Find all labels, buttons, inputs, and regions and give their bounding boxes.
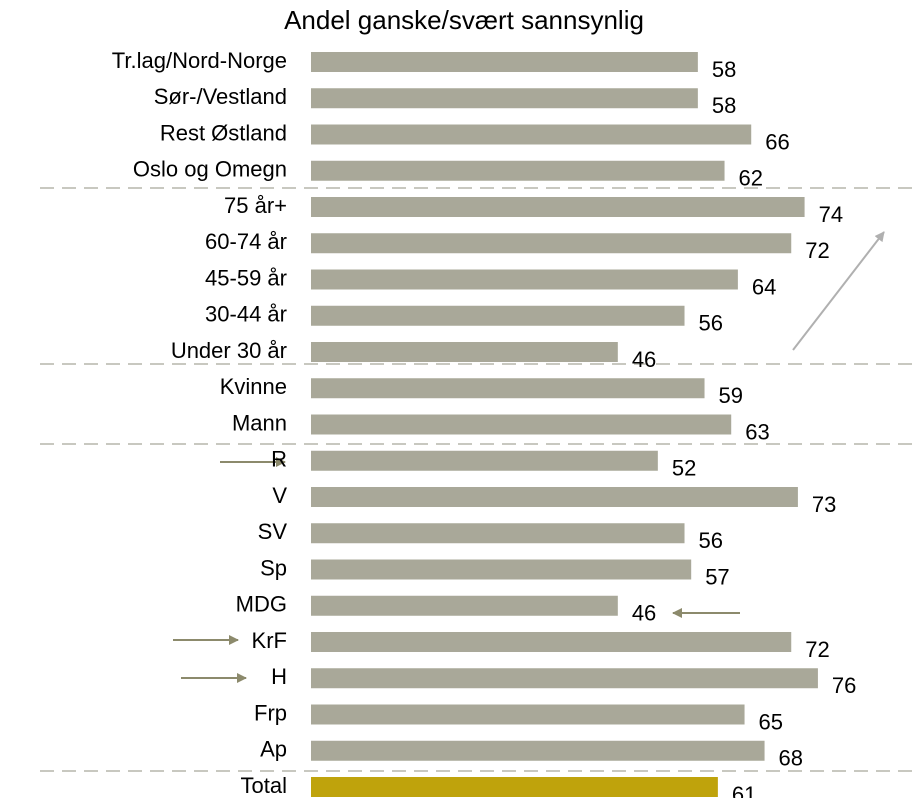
value-label: 62 <box>739 166 763 191</box>
value-label: 68 <box>779 746 803 771</box>
category-label: SV <box>258 519 288 544</box>
bar <box>311 740 765 761</box>
value-label: 58 <box>712 93 736 118</box>
category-label: KrF <box>252 628 287 653</box>
chart-title: Andel ganske/svært sannsynlig <box>284 5 644 35</box>
value-label: 64 <box>752 274 776 299</box>
value-label: 74 <box>819 202 843 227</box>
category-label: Frp <box>254 700 287 725</box>
category-label: Rest Østland <box>160 120 287 145</box>
category-label: Kvinne <box>220 374 287 399</box>
bar <box>311 595 618 616</box>
bar <box>311 124 752 145</box>
value-label: 58 <box>712 57 736 82</box>
bar <box>311 487 798 507</box>
value-label: 72 <box>805 637 829 662</box>
bar <box>311 559 692 580</box>
category-label: 60-74 år <box>205 229 287 254</box>
value-label: 56 <box>699 528 723 553</box>
category-label: Under 30 år <box>171 338 287 363</box>
category-label: 75 år+ <box>224 193 287 218</box>
value-label: 73 <box>812 492 836 517</box>
bar <box>311 378 705 399</box>
bar <box>311 668 818 689</box>
value-label: 57 <box>705 564 729 589</box>
bar <box>311 197 805 217</box>
category-label: Sp <box>260 555 287 580</box>
bar <box>311 414 732 435</box>
value-label: 56 <box>699 311 723 336</box>
category-label: 45-59 år <box>205 265 287 290</box>
bar <box>311 632 792 652</box>
category-label: H <box>271 664 287 689</box>
category-label: Tr.lag/Nord-Norge <box>112 48 287 73</box>
category-label: MDG <box>236 592 287 617</box>
bar <box>311 305 685 326</box>
bar <box>311 160 725 181</box>
value-label: 46 <box>632 601 656 626</box>
value-label: 76 <box>832 673 856 698</box>
bar <box>311 88 698 109</box>
value-label: 65 <box>759 709 783 734</box>
bar <box>311 269 738 290</box>
category-label: Sør-/Vestland <box>154 84 287 109</box>
bar <box>311 52 698 72</box>
category-label: V <box>272 483 287 508</box>
category-label: Ap <box>260 737 287 762</box>
category-label: Mann <box>232 410 287 435</box>
category-label: 30-44 år <box>205 302 287 327</box>
trend-arrow <box>792 231 885 351</box>
bar <box>311 704 745 725</box>
value-label: 66 <box>765 129 789 154</box>
bar <box>311 233 792 254</box>
bar <box>311 450 658 471</box>
bar <box>311 777 718 797</box>
bar <box>311 342 618 362</box>
bar <box>311 523 685 544</box>
value-label: 61 <box>732 782 756 798</box>
value-label: 46 <box>632 347 656 372</box>
value-label: 59 <box>719 383 743 408</box>
value-label: 52 <box>672 456 696 481</box>
value-label: 72 <box>805 238 829 263</box>
category-label: Total <box>241 773 287 798</box>
category-label: R <box>271 447 287 472</box>
category-label: Oslo og Omegn <box>133 157 287 182</box>
value-label: 63 <box>745 419 769 444</box>
